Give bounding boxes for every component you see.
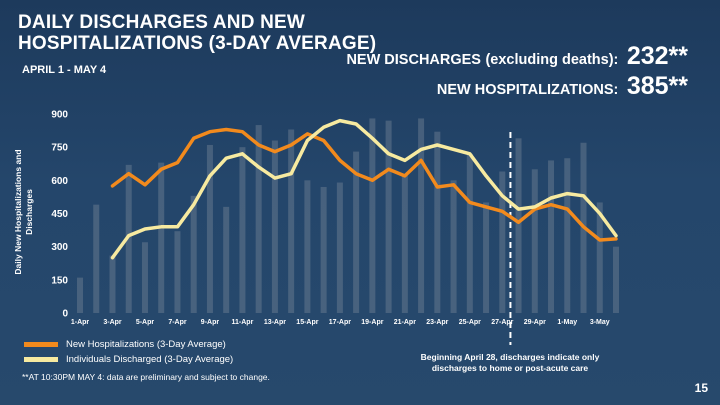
- bar-10-Apr: [223, 206, 230, 313]
- x-tick-label: 23-Apr: [426, 319, 448, 326]
- discharges-stat: NEW DISCHARGES (excluding deaths): 232**: [346, 42, 688, 71]
- bar-3-May: [596, 202, 603, 313]
- bar-4-May: [613, 246, 619, 313]
- x-tick-label: 17-Apr: [329, 319, 351, 326]
- x-tick-label: 29-Apr: [524, 319, 546, 326]
- legend-label-hospitalizations: New Hospitalizations (3-Day Average): [66, 339, 226, 350]
- bar-26-Apr: [483, 202, 490, 313]
- bar-13-Apr: [271, 140, 278, 313]
- y-tick-label: 150: [51, 275, 68, 286]
- hospitalizations-value: 385**: [626, 72, 688, 100]
- y-tick-label: 0: [62, 309, 68, 320]
- bar-7-Apr: [174, 231, 181, 313]
- y-tick-label: 300: [51, 242, 68, 253]
- bar-1-May: [564, 158, 571, 313]
- bar-6-Apr: [158, 162, 165, 313]
- bar-23-Apr: [434, 131, 441, 313]
- discharged-line: [110, 118, 618, 260]
- x-tick-label: 9-Apr: [201, 319, 220, 326]
- x-tick-label: 3-May: [590, 319, 610, 326]
- legend-item-discharged: Individuals Discharged (3-Day Average): [24, 354, 233, 365]
- x-tick-label: 3-Apr: [103, 319, 122, 326]
- bar-5-Apr: [141, 242, 148, 313]
- bar-16-Apr: [320, 186, 327, 313]
- y-tick-label: 750: [51, 143, 68, 154]
- annotation-note: Beginning April 28, discharges indicate …: [420, 352, 600, 373]
- legend-swatch-orange: [24, 341, 58, 347]
- bar-28-Apr: [515, 138, 522, 313]
- x-tick-label: 21-Apr: [394, 319, 416, 326]
- bar-24-Apr: [450, 180, 457, 313]
- x-tick-label: 15-Apr: [296, 319, 318, 326]
- discharges-label: NEW DISCHARGES: [346, 52, 481, 68]
- bar-21-Apr: [401, 173, 408, 313]
- hospitalizations-label: NEW HOSPITALIZATIONS:: [436, 82, 619, 98]
- bar-27-Apr: [499, 171, 506, 313]
- bar-1-Apr: [77, 277, 83, 313]
- x-tick-label: 1-May: [557, 319, 577, 326]
- x-tick-label: 13-Apr: [264, 319, 286, 326]
- x-tick-label: 11-Apr: [232, 319, 254, 326]
- footnote: **AT 10:30PM MAY 4: data are preliminary…: [22, 372, 270, 382]
- bar-15-Apr: [304, 180, 311, 313]
- bar-22-Apr: [418, 118, 425, 313]
- bar-11-Apr: [239, 147, 246, 313]
- x-tick-label: 7-Apr: [168, 319, 187, 326]
- x-tick-label: 27-Apr: [491, 319, 513, 326]
- bar-9-Apr: [206, 144, 213, 313]
- legend-item-hospitalizations: New Hospitalizations (3-Day Average): [24, 339, 226, 350]
- x-tick-label: 1-Apr: [71, 319, 90, 326]
- chart-title: DAILY DISCHARGES AND NEW HOSPITALIZATION…: [18, 12, 377, 54]
- page-number: 15: [694, 381, 708, 395]
- discharges-qualifier: (excluding deaths):: [485, 52, 619, 68]
- discharges-value: 232**: [626, 42, 688, 70]
- bar-4-Apr: [125, 164, 132, 313]
- hospitalizations-line: [110, 127, 618, 242]
- bar-17-Apr: [336, 182, 343, 313]
- bar-29-Apr: [531, 169, 538, 313]
- date-range: APRIL 1 - MAY 4: [22, 64, 107, 76]
- y-tick-label: 900: [51, 110, 68, 121]
- bar-12-Apr: [255, 125, 262, 313]
- bar-8-Apr: [190, 195, 197, 313]
- bar-2-Apr: [93, 204, 100, 313]
- bar-25-Apr: [466, 153, 473, 313]
- bar-19-Apr: [369, 118, 376, 313]
- y-tick-label: 600: [51, 176, 68, 187]
- bar-14-Apr: [288, 129, 295, 313]
- legend-label-discharged: Individuals Discharged (3-Day Average): [66, 354, 234, 365]
- bar-3-Apr: [109, 255, 116, 313]
- bar-30-Apr: [548, 160, 555, 313]
- bar-18-Apr: [353, 151, 360, 313]
- x-tick-label: 5-Apr: [136, 319, 155, 326]
- x-tick-label: 25-Apr: [459, 319, 481, 326]
- bar-20-Apr: [385, 120, 392, 313]
- y-tick-label: 450: [51, 209, 68, 220]
- x-tick-label: 19-Apr: [361, 319, 383, 326]
- hospitalizations-stat: NEW HOSPITALIZATIONS: 385**: [437, 72, 688, 101]
- legend-swatch-yellow: [24, 356, 58, 362]
